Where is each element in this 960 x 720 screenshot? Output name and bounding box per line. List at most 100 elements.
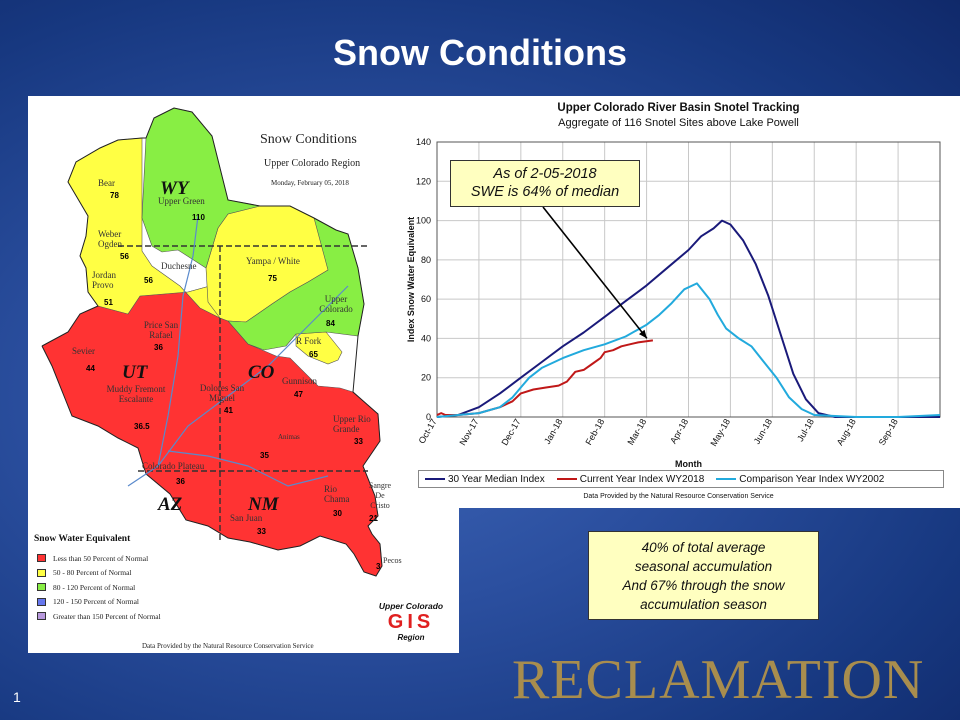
y-tick-label: 20 [421, 373, 431, 383]
map-title: Snow Conditions [260, 132, 357, 147]
basin-label: Upper Green [158, 196, 205, 206]
legend-swatch [37, 597, 46, 606]
x-tick-label: Aug-18 [835, 417, 858, 447]
legend-line [716, 478, 737, 480]
slide-number: 1 [13, 689, 21, 705]
basin-value: 41 [224, 406, 233, 415]
legend-label: 120 - 150 Percent of Normal [53, 597, 140, 607]
x-tick-label: Feb-18 [583, 417, 606, 447]
basin-value: 56 [144, 276, 153, 285]
basin-value: 35 [260, 451, 269, 460]
basin-value: 75 [268, 274, 277, 283]
basin-value: 36.5 [134, 422, 150, 431]
basin-value: 33 [257, 527, 266, 536]
basin-yellow-rfork [295, 331, 343, 365]
y-tick-label: 40 [421, 333, 431, 343]
legend-swatch [37, 554, 46, 563]
x-tick-label: Mar-18 [625, 417, 648, 447]
legend-item: 120 - 150 Percent of Normal [37, 595, 161, 610]
snotel-line-chart: 0 20 40 60 80 100 120 140 Oct-17 Nov-17 Dec-17 Jan-… [406, 137, 941, 469]
x-tick-label: Nov-17 [457, 417, 480, 447]
series-comparison-line [436, 282, 941, 418]
basin-value: 36 [176, 477, 185, 486]
state-label-nm: NM [248, 494, 279, 515]
basin-label: Sevier [72, 346, 95, 356]
basin-value: 44 [86, 364, 95, 373]
x-tick-label: Sep-18 [877, 417, 900, 447]
chart-credit: Data Provided by the Natural Resource Co… [583, 493, 774, 500]
basin-label: Duchesne [161, 261, 197, 271]
basin-label: Sangre De Cristo [368, 481, 392, 510]
basin-label: Yampa / White [246, 256, 300, 266]
x-axis-label: Month [675, 459, 702, 469]
basin-value: 3 [376, 562, 381, 571]
basin-label: Jordan Provo [92, 270, 116, 290]
legend-item: 50 - 80 Percent of Normal [37, 566, 161, 581]
chart-title: Upper Colorado River Basin Snotel Tracki… [557, 102, 800, 114]
legend-entry-current: Current Year Index WY2018 [556, 474, 704, 485]
x-tick-label: Jan-18 [542, 417, 564, 446]
legend-swatch [37, 568, 46, 577]
legend-series-name: 30 Year Median Index [448, 473, 545, 485]
legend-item: Less than 50 Percent of Normal [37, 551, 161, 566]
note-line: 40% of total average [641, 540, 766, 555]
legend-title: Snow Water Equivalent [34, 534, 131, 544]
legend-label: 50 - 80 Percent of Normal [53, 568, 132, 578]
basin-label: Rio Chama [324, 484, 350, 504]
basin-label: Weber Ogden [98, 229, 122, 249]
y-tick-label: 140 [416, 137, 431, 147]
accumulation-note: 40% of total average seasonal accumulati… [588, 531, 819, 620]
basin-value: 47 [294, 390, 303, 399]
legend-entry-median: 30 Year Median Index [425, 474, 545, 485]
basin-label: Upper Rio Grande [333, 414, 371, 434]
basin-label: Price San Rafael [143, 320, 179, 340]
basin-value: 110 [192, 213, 205, 222]
legend-item: Greater than 150 Percent of Normal [37, 609, 161, 624]
callout-arrow-line [542, 206, 648, 339]
x-tick-label: Dec-17 [499, 417, 522, 447]
y-tick-label: 80 [421, 255, 431, 265]
basin-label: Bear [98, 178, 115, 188]
basin-map-graphic [41, 107, 383, 577]
map-subtitle: Upper Colorado Region [264, 158, 361, 169]
basin-label: Gunnison [282, 376, 318, 386]
basin-value: 56 [120, 252, 129, 261]
basin-label: Muddy Fremont Escalante [106, 384, 166, 404]
chart-legend: 30 Year Median Index Current Year Index … [418, 470, 944, 488]
legend-series-name: Comparison Year Index WY2002 [739, 473, 885, 485]
legend-label: Less than 50 Percent of Normal [53, 553, 149, 563]
state-label-ut: UT [122, 362, 148, 383]
basin-value: 36 [154, 343, 163, 352]
basin-label: Pecos [383, 556, 402, 565]
state-label-wy: WY [160, 178, 189, 199]
chart-subtitle: Aggregate of 116 Snotel Sites above Lake… [558, 117, 799, 129]
basin-value: 21 [369, 514, 378, 523]
river-green [157, 215, 199, 467]
y-tick-label: 100 [416, 216, 431, 226]
legend-entry-comparison: Comparison Year Index WY2002 [716, 474, 884, 485]
y-tick-label: 0 [426, 412, 431, 422]
river-colorado [127, 285, 349, 487]
legend-line [556, 478, 577, 480]
slide-title: Snow Conditions [333, 32, 627, 73]
x-tick-label: May-18 [708, 417, 732, 448]
gis-logo-mark: GIS [387, 611, 435, 633]
gis-logo-bottom: Region [397, 633, 425, 642]
callout-arrow-head [639, 329, 647, 339]
y-axis-label: Index Snow Water Equivalent [406, 217, 416, 342]
callout-line: As of 2-05-2018 [493, 166, 597, 182]
legend-item: 80 - 120 Percent of Normal [37, 580, 161, 595]
basin-label: Colorado Plateau [142, 461, 205, 471]
basin-label: Dolores San Miguel [199, 383, 245, 403]
legend-label: 80 - 120 Percent of Normal [53, 582, 136, 592]
river-san-juan [167, 450, 329, 487]
gis-logo: Upper Colorado GIS Region [364, 601, 458, 642]
map-date: Monday, February 05, 2018 [271, 179, 349, 187]
state-label-az: AZ [158, 494, 183, 515]
state-label-co: CO [248, 362, 275, 383]
basin-label: R Fork [296, 336, 322, 346]
y-tick-label: 120 [416, 176, 431, 186]
legend-swatch [37, 612, 46, 621]
legend-line [425, 478, 445, 480]
basin-label: San Juan [230, 513, 263, 523]
